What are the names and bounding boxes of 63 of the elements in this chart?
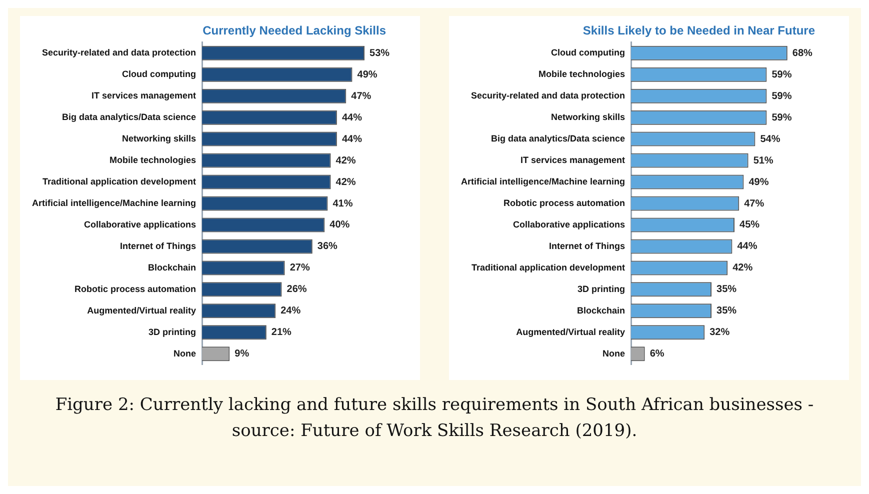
- data-label: 49%: [748, 176, 769, 188]
- data-label: 44%: [737, 241, 758, 252]
- y-tick-label: Security-related and data protection: [470, 90, 626, 101]
- y-tick-label: IT services management: [520, 155, 626, 166]
- data-label: 42%: [336, 155, 356, 166]
- data-label: 54%: [760, 134, 780, 145]
- y-tick-label: Internet of Things: [549, 240, 626, 251]
- data-label: 42%: [336, 176, 356, 188]
- y-tick-label: Blockchain: [577, 305, 626, 316]
- data-label: 49%: [357, 69, 378, 80]
- y-tick-label: Internet of Things: [120, 240, 196, 251]
- y-tick-label: Blockchain: [148, 262, 196, 272]
- y-tick-label: Networking skills: [122, 134, 196, 144]
- data-label: 40%: [330, 220, 350, 231]
- y-tick-label: Traditional application development: [42, 176, 196, 187]
- y-tick-label: Artificial intelligence/Machine learning: [460, 176, 626, 187]
- data-label: 44%: [342, 112, 362, 124]
- chart-title: Skills Likely to be Needed in Near Future: [582, 24, 816, 38]
- y-tick-label: Mobile technologies: [538, 69, 626, 80]
- data-label: 47%: [351, 90, 372, 102]
- data-label: 47%: [744, 198, 764, 210]
- y-tick-label: Augmented/Virtual reality: [516, 326, 626, 337]
- y-tick-label: Augmented/Virtual reality: [87, 305, 196, 316]
- y-tick-label: 3D printing: [148, 326, 196, 337]
- data-label: 59%: [772, 90, 792, 102]
- y-tick-label: IT services management: [91, 90, 196, 101]
- y-tick-label: 3D printing: [578, 284, 626, 294]
- y-tick-label: Mobile technologies: [110, 155, 196, 166]
- data-label: 32%: [710, 327, 730, 338]
- y-tick-label: Networking skills: [551, 112, 626, 122]
- data-label: 44%: [342, 134, 362, 145]
- data-label: 45%: [740, 220, 760, 231]
- data-label: 35%: [716, 306, 737, 317]
- y-tick-label: Collaborative applications: [513, 219, 626, 230]
- y-tick-label: Robotic process automation: [74, 284, 196, 294]
- data-label: 6%: [650, 348, 664, 360]
- data-label: 36%: [317, 241, 338, 252]
- y-tick-label: Big data analytics/Data science: [490, 134, 626, 144]
- data-label: 9%: [234, 348, 250, 360]
- y-tick-label: Security-related and data protection: [42, 48, 196, 58]
- y-tick-label: Cloud computing: [551, 48, 626, 58]
- y-tick-label: Cloud computing: [122, 69, 196, 80]
- y-tick-label: None: [602, 348, 626, 358]
- y-tick-label: Big data analytics/Data science: [62, 112, 196, 122]
- y-tick-label: Artificial intelligence/Machine learning: [32, 198, 196, 208]
- data-label: 59%: [772, 112, 792, 124]
- y-tick-label: Robotic process automation: [504, 198, 626, 208]
- data-label: 24%: [280, 306, 301, 317]
- data-label: 59%: [772, 69, 792, 80]
- data-label: 41%: [332, 198, 353, 210]
- data-label: 27%: [290, 262, 310, 274]
- y-tick-label: Collaborative applications: [84, 219, 196, 230]
- data-label: 68%: [792, 48, 813, 59]
- y-tick-label: Traditional application development: [472, 262, 626, 272]
- caption: Figure 2: Currently lacking and future skills requirements in South African businesses - source: Future of Work Skills Research (2019).: [54, 394, 815, 443]
- y-tick-label: None: [174, 348, 196, 358]
- data-label: 21%: [271, 327, 292, 338]
- chart-title: Currently Needed Lacking Skills: [202, 24, 386, 38]
- data-label: 51%: [753, 155, 774, 166]
- data-label: 26%: [286, 284, 307, 296]
- data-label: 35%: [716, 284, 737, 296]
- data-label: 42%: [732, 262, 753, 274]
- data-label: 53%: [370, 48, 390, 59]
